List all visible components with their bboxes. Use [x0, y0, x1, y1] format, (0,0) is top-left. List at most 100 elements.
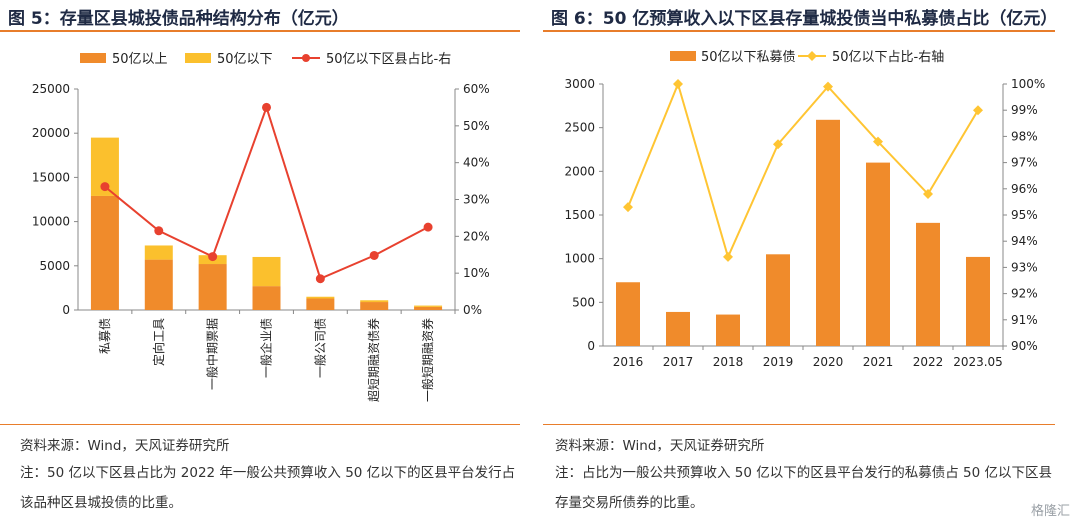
y2-tick-label: 97% — [1011, 156, 1038, 170]
bar-above50 — [360, 302, 389, 310]
point-share — [262, 102, 271, 112]
y2-tick-label: 99% — [1011, 103, 1038, 117]
bar-below50 — [414, 305, 443, 307]
y-tick-label: 5000 — [39, 259, 70, 273]
bar-below50 — [306, 296, 335, 299]
bar-private — [866, 162, 890, 346]
left-figure: 图 5：存量区县城投债品种结构分布（亿元） 50亿以上 50亿以下 50亿以下区县占… — [0, 0, 525, 527]
bar-private — [666, 311, 690, 346]
y2-tick-label: 94% — [1011, 234, 1038, 248]
point-share — [623, 202, 633, 213]
left-figure-title: 图 5：存量区县城投债品种结构分布（亿元） — [8, 9, 349, 29]
point-share — [873, 136, 883, 147]
right-source: 资料来源：Wind，天风证券研究所 — [555, 438, 765, 454]
point-share — [100, 182, 110, 192]
bar-private — [816, 119, 840, 346]
right-title-rule — [543, 30, 1055, 32]
bar-private — [716, 314, 740, 346]
point-share — [315, 274, 325, 284]
point-share — [723, 251, 733, 262]
x-category-label: 2017 — [663, 355, 694, 369]
legend-label-private: 50亿以下私募债 — [701, 50, 796, 65]
legend-marker-share — [302, 54, 310, 62]
legend-label-below50: 50亿以下 — [217, 52, 273, 67]
left-source: 资料来源：Wind，天风证券研究所 — [20, 438, 230, 454]
y-tick-label: 2000 — [564, 164, 595, 178]
y-tick-label: 20000 — [32, 126, 70, 140]
x-category-label: 2020 — [813, 355, 844, 369]
y2-tick-label: 40% — [463, 156, 490, 170]
legend-swatch-above50 — [80, 53, 106, 63]
point-share — [773, 139, 783, 150]
left-note: 注：50 亿以下区县占比为 2022 年一般公共预算收入 50 亿以下的区县平台… — [20, 465, 516, 511]
y2-tick-label: 96% — [1011, 182, 1038, 196]
y-tick-label: 25000 — [32, 82, 70, 96]
right-chart: 50亿以下私募债 50亿以下占比-右轴 0 500 1000 1500 2000 2500 30… — [564, 50, 1045, 369]
y2-tick-label: 95% — [1011, 208, 1038, 222]
y-tick-label: 10000 — [32, 215, 70, 229]
x-category-label: 2019 — [763, 355, 794, 369]
bar-private — [616, 282, 640, 346]
y2-tick-label: 100% — [1011, 77, 1045, 91]
right-figure: 图 6：50 亿预算收入以下区县存量城投债当中私募债占比（亿元） 50亿以下私募… — [543, 0, 1063, 527]
legend-swatch-private — [670, 51, 696, 61]
legend-label-above50: 50亿以上 — [112, 52, 168, 67]
y-tick-label: 0 — [62, 303, 70, 317]
point-share — [673, 79, 683, 89]
left-chart: 50亿以上 50亿以下 50亿以下区县占比-右 0 5000 10000 15000 2000… — [32, 52, 490, 402]
y-tick-label: 500 — [572, 295, 595, 309]
y2-tick-label: 92% — [1011, 287, 1038, 301]
bar-below50 — [252, 256, 281, 287]
x-category-label: 2023.05 — [953, 355, 1003, 369]
point-share — [208, 252, 218, 262]
x-category-label: 2016 — [613, 355, 644, 369]
y2-tick-label: 50% — [463, 119, 490, 133]
series-line-share — [627, 80, 979, 260]
bar-above50 — [144, 259, 173, 310]
point-share — [154, 226, 164, 236]
y-tick-label: 2500 — [564, 121, 595, 135]
bar-private — [766, 254, 790, 346]
legend-label-share: 50亿以下区县占比-右 — [326, 52, 451, 67]
point-share — [369, 250, 379, 260]
bar-below50 — [360, 300, 389, 303]
left-title-rule — [0, 30, 520, 32]
bar-private — [966, 256, 990, 346]
x-category-label: 2018 — [713, 355, 744, 369]
y-tick-label: 15000 — [32, 170, 70, 184]
legend-label-share: 50亿以下占比-右轴 — [832, 50, 944, 65]
y-tick-label: 1500 — [564, 208, 595, 222]
bar-below50 — [144, 245, 173, 260]
bar-private — [916, 222, 940, 346]
y-tick-label: 1000 — [564, 252, 595, 266]
x-category-label: 一般中期票据 — [205, 318, 220, 390]
bar-above50 — [414, 306, 443, 310]
y2-tick-label: 0% — [463, 303, 482, 317]
y2-tick-label: 98% — [1011, 129, 1038, 143]
y2-tick-label: 20% — [463, 229, 490, 243]
bar-above50 — [90, 195, 119, 310]
point-share — [823, 81, 833, 92]
x-category-label: 私募债 — [98, 318, 112, 354]
legend-marker-share — [807, 51, 817, 61]
x-category-label: 2021 — [863, 355, 894, 369]
y2-tick-label: 10% — [463, 266, 490, 280]
point-share — [423, 222, 433, 232]
y2-tick-label: 93% — [1011, 260, 1038, 274]
legend-swatch-below50 — [185, 53, 211, 63]
x-category-label: 一般短期融资券 — [420, 318, 435, 402]
x-category-label: 定向工具 — [151, 318, 166, 366]
y-tick-label: 0 — [587, 339, 595, 353]
point-share — [923, 189, 933, 200]
y2-tick-label: 91% — [1011, 313, 1038, 327]
x-category-label: 一般公司债 — [312, 318, 327, 378]
y2-tick-label: 30% — [463, 193, 490, 207]
y2-tick-label: 60% — [463, 82, 490, 96]
bar-above50 — [252, 286, 281, 310]
point-share — [973, 105, 983, 116]
right-footer-rule — [543, 424, 1055, 425]
right-figure-title: 图 6：50 亿预算收入以下区县存量城投债当中私募债占比（亿元） — [551, 9, 1058, 29]
y-tick-label: 3000 — [564, 77, 595, 91]
y2-tick-label: 90% — [1011, 339, 1038, 353]
x-category-label: 超短期融资债券 — [366, 318, 381, 402]
